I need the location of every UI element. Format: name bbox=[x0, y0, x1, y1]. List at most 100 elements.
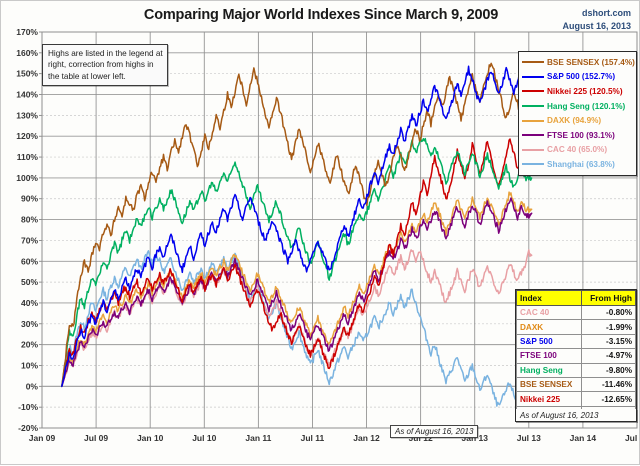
brand-date: August 16, 2013 bbox=[562, 21, 631, 31]
brand-attribution: dshort.com August 16, 2013 bbox=[562, 7, 631, 33]
table-cell-index: Nikkei 225 bbox=[515, 391, 583, 407]
y-axis-tick-label: 120% bbox=[16, 131, 38, 141]
table-row: Hang Seng -9.80% bbox=[515, 362, 636, 378]
page-title: Comparing Major World Indexes Since Marc… bbox=[143, 7, 499, 23]
legend-label: Hang Seng (120.1%) bbox=[547, 101, 626, 111]
table-row: FTSE 100 -4.97% bbox=[515, 348, 636, 364]
annotation-text: Highs are listed in the legend at right,… bbox=[48, 49, 163, 81]
y-axis-tick-label: 90% bbox=[21, 194, 38, 204]
legend-swatch-icon bbox=[522, 90, 544, 93]
x-axis-tick-label: Jul 14 bbox=[625, 433, 640, 443]
table-footer: As of August 16, 2013 bbox=[515, 409, 637, 422]
table-cell-index: Hang Seng bbox=[515, 362, 583, 378]
legend-label: Nikkei 225 (120.5%) bbox=[547, 86, 623, 96]
y-axis-tick-label: 110% bbox=[17, 152, 39, 162]
chart-annotation-note: Highs are listed in the legend at right,… bbox=[42, 44, 168, 87]
series-line-shanghai bbox=[61, 250, 533, 409]
x-axis-tick-label: Jan 13 bbox=[461, 433, 488, 443]
x-axis-tick-label: Jan 11 bbox=[245, 433, 271, 443]
table-cell-from-high: -1.99% bbox=[581, 319, 636, 335]
y-axis-tick-label: 40% bbox=[21, 298, 38, 308]
from-high-table-grid: Index From High CAC 40 -0.80% DAXK -1.99% S&… bbox=[515, 290, 636, 422]
legend-label: Shanghai (63.8%) bbox=[547, 159, 615, 169]
series-line-ftse-100 bbox=[61, 197, 533, 388]
table-row: CAC 40 -0.80% bbox=[515, 304, 636, 321]
y-axis-tick-label: 0% bbox=[26, 381, 39, 391]
x-axis-tick-label: Jan 10 bbox=[137, 433, 164, 443]
y-axis-tick-label: -10% bbox=[18, 402, 38, 412]
table-row: S&P 500 -3.15% bbox=[515, 333, 636, 350]
series-line-s-p-500 bbox=[61, 65, 533, 388]
y-axis-tick-label: 20% bbox=[21, 340, 38, 350]
table-body: CAC 40 -0.80% DAXK -1.99% S&P 500 -3.15% FTSE … bbox=[515, 304, 636, 422]
x-axis-tick-label: Jul 11 bbox=[301, 433, 325, 443]
table-cell-from-high: -0.80% bbox=[581, 304, 636, 321]
col-header-from-high: From High bbox=[581, 290, 636, 306]
table-cell-index: BSE SENSEX bbox=[515, 376, 583, 393]
y-axis-tick-label: 70% bbox=[21, 235, 38, 245]
x-axis-tick-label: Jan 14 bbox=[570, 433, 597, 443]
table-head: Index From High bbox=[515, 290, 636, 306]
table-cell-index: DAXK bbox=[515, 319, 583, 335]
table-cell-from-high: -11.46% bbox=[581, 376, 636, 393]
table-row: Nikkei 225 -12.65% bbox=[515, 391, 636, 407]
table-header-row: Index From High bbox=[515, 290, 636, 306]
plot-border bbox=[41, 31, 638, 429]
legend-label: FTSE 100 (93.1%) bbox=[547, 130, 615, 140]
table-cell-from-high: -9.80% bbox=[581, 362, 636, 378]
col-header-index: Index bbox=[515, 290, 583, 306]
table-cell-index: FTSE 100 bbox=[515, 348, 583, 364]
y-axis-tick-label: 30% bbox=[21, 319, 38, 329]
from-high-table: Index From High CAC 40 -0.80% DAXK -1.99% S&… bbox=[515, 289, 637, 423]
x-axis-tick-label: Jul 12 bbox=[409, 433, 433, 443]
table-cell-index: CAC 40 bbox=[515, 304, 583, 321]
y-axis-tick-label: 150% bbox=[16, 69, 38, 79]
legend-label: DAXK (94.9%) bbox=[547, 116, 602, 126]
table-cell-index: S&P 500 bbox=[515, 333, 583, 350]
table-cell-from-high: -12.65% bbox=[581, 391, 636, 407]
y-axis-tick-label: 50% bbox=[21, 277, 38, 287]
y-axis-tick-label: 10% bbox=[21, 360, 38, 370]
legend-label: S&P 500 (152.7%) bbox=[547, 72, 616, 82]
legend-item-bse-sensex: BSE SENSEX (157.4%) bbox=[522, 55, 635, 70]
y-axis-tick-label: -20% bbox=[18, 423, 38, 433]
table-cell-from-high: -4.97% bbox=[581, 348, 636, 364]
x-axis-tick-label: Jan 09 bbox=[29, 433, 56, 443]
legend-swatch-icon bbox=[522, 119, 544, 122]
brand-name: dshort.com bbox=[581, 8, 631, 18]
legend-swatch-icon bbox=[522, 61, 544, 64]
table-row: BSE SENSEX -11.46% bbox=[515, 376, 636, 393]
legend-item-s-p-500: S&P 500 (152.7%) bbox=[522, 70, 634, 85]
chart-legend: BSE SENSEX (157.4%) S&P 500 (152.7%) Nikke… bbox=[518, 51, 637, 176]
legend-item-shanghai: Shanghai (63.8%) bbox=[522, 157, 634, 172]
legend-label: CAC 40 (65.0%) bbox=[547, 145, 608, 155]
legend-label: BSE SENSEX (157.4%) bbox=[547, 57, 635, 67]
x-axis-tick-label: Jul 10 bbox=[192, 433, 216, 443]
table-row: DAXK -1.99% bbox=[515, 319, 636, 335]
y-axis-tick-label: 160% bbox=[16, 48, 38, 58]
y-axis-tick-label: 60% bbox=[21, 256, 38, 266]
legend-swatch-icon bbox=[522, 148, 544, 151]
legend-swatch-icon bbox=[522, 105, 544, 108]
as-of-date-note: As of August 16, 2013 bbox=[390, 425, 479, 438]
x-axis-tick-label: Jul 09 bbox=[84, 433, 108, 443]
legend-swatch-icon bbox=[522, 134, 544, 137]
table-cell-from-high: -3.15% bbox=[581, 333, 636, 350]
y-axis-tick-label: 130% bbox=[16, 110, 38, 120]
legend-item-ftse-100: FTSE 100 (93.1%) bbox=[522, 128, 634, 143]
legend-item-hang-seng: Hang Seng (120.1%) bbox=[522, 99, 634, 114]
x-axis-tick-label: Jan 12 bbox=[353, 433, 380, 443]
series-line-nikkei-225 bbox=[61, 138, 533, 388]
legend-item-daxk: DAXK (94.9%) bbox=[522, 113, 634, 128]
y-axis-tick-label: 100% bbox=[16, 173, 38, 183]
series-line-daxk bbox=[61, 191, 533, 388]
legend-swatch-icon bbox=[522, 75, 544, 78]
y-axis-tick-label: 80% bbox=[21, 215, 38, 225]
series-line-hang-seng bbox=[61, 137, 533, 388]
x-axis-tick-label: Jul 13 bbox=[517, 433, 541, 443]
legend-item-cac-40: CAC 40 (65.0%) bbox=[522, 143, 634, 158]
legend-item-nikkei-225: Nikkei 225 (120.5%) bbox=[522, 84, 634, 99]
y-axis-tick-label: 170% bbox=[16, 27, 38, 37]
legend-swatch-icon bbox=[522, 163, 544, 166]
